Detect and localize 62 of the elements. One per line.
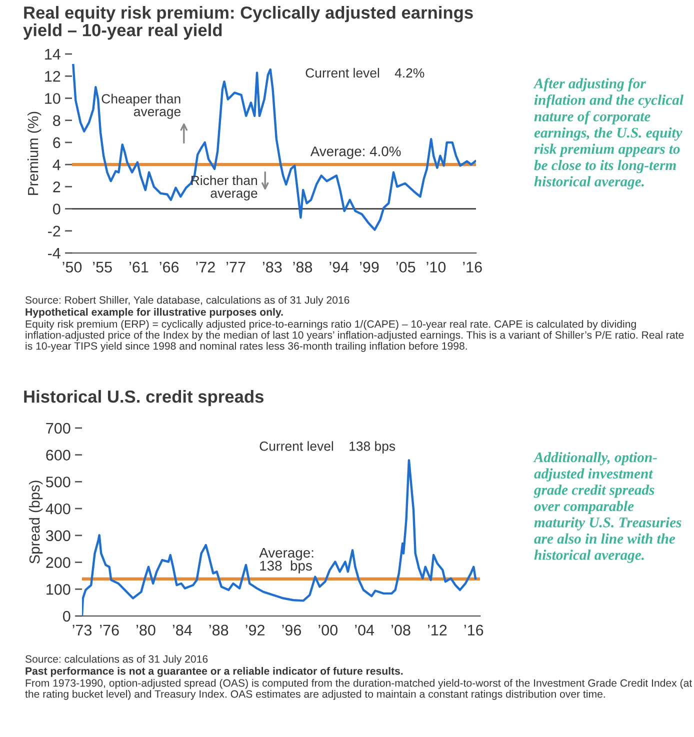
x-tick-label: ’50 <box>62 262 82 273</box>
y-tick-label: 4 <box>52 160 60 170</box>
x-tick-label: ’92 <box>246 624 264 636</box>
y-tick-label: 14 <box>45 49 60 60</box>
x-tick-label: ’12 <box>428 624 447 636</box>
y-tick-label: 0 <box>62 610 70 622</box>
source-note: Source: calculations as of 31 July 2016 <box>25 655 208 665</box>
x-tick-label: ’77 <box>226 262 246 272</box>
source-note: Source: Robert Shiller, Yale database, calculations as of 31 July 2016 <box>25 296 350 306</box>
x-tick-label: ’61 <box>129 262 148 273</box>
x-tick-label: ’08 <box>392 624 410 636</box>
text: Past performance is not a guarantee or a reliable indicator of future results. <box>26 667 403 677</box>
x-tick-label: ’05 <box>396 262 416 273</box>
x-tick-label: ’72 <box>196 262 215 272</box>
y-tick-label: 200 <box>46 557 70 568</box>
x-tick-label: ’73 <box>72 624 92 636</box>
y-tick-label: 2 <box>53 182 60 192</box>
y-tick-label: -4 <box>48 248 60 259</box>
y-tick-label: 12 <box>45 70 60 82</box>
y-tick-label: 10 <box>45 93 60 104</box>
x-tick-label: ’83 <box>262 262 282 273</box>
x-tick-label: ’88 <box>293 262 312 273</box>
x-tick-label: ’04 <box>355 624 374 636</box>
y-tick-label: 6 <box>53 137 60 148</box>
annotation: Current level 4.2% <box>306 68 424 78</box>
annotation: Cheaper than average <box>102 94 180 119</box>
x-tick-label: ’55 <box>93 262 112 273</box>
x-tick-label: ’96 <box>282 624 301 636</box>
x-tick-label: ’16 <box>464 624 484 636</box>
chart-title: Historical U.S. credit spreads <box>24 390 264 406</box>
text: Hypothetical example for illustrative purposes only. <box>26 308 283 318</box>
y-tick-label: 0 <box>52 204 60 214</box>
x-tick-label: ’84 <box>172 624 192 636</box>
x-tick-label: ’10 <box>426 262 446 273</box>
y-tick-label: -2 <box>48 226 60 236</box>
y-tick-label: 500 <box>46 476 70 488</box>
text: After adjusting for inflation and the cyclical nature of corporate earnings, the U.S. equity risk premium appears to be close to its long-term historical average. <box>533 78 684 190</box>
y-axis-title: Premium (%) <box>28 112 42 195</box>
x-tick-label: ’76 <box>100 624 119 636</box>
line-series <box>82 459 477 616</box>
y-tick-label: 700 <box>46 422 70 434</box>
y-tick-label: 400 <box>46 503 70 514</box>
line-series <box>72 64 476 231</box>
annotation: Current level 138 bps <box>260 441 396 454</box>
text: From 1973-1990, option-adjusted spread (OAS) is computed from the duration-matched yield-to-worst of the Investment Grade Credit Index (at the rating bucket level) and Treasury Index. OAS estimates are adjusted to maintain a constant ratings distribution over time. <box>25 679 692 700</box>
y-tick-label: 8 <box>53 115 60 126</box>
y-tick-label: 600 <box>46 450 70 461</box>
x-tick-label: ’99 <box>360 262 379 273</box>
y-axis-title: Spread (bps) <box>29 480 43 564</box>
text: Equity risk premium (ERP) = cyclically adjusted price-to-earnings ratio 1/(CAPE) – 10-year real rate. CAPE is calculated by dividing inflation-adjusted price of the Index by the median of last 10 years’ inflation-adjusted earnings. This is a variant of Shiller’s P/E ratio. Real rate is 10-year TIPS yield since 1998 and nominal rates less 36-month trailing inflation before 1998. <box>26 320 684 352</box>
y-tick-label: 100 <box>46 584 70 595</box>
ref-line-label: Average: 4.0% <box>310 146 401 159</box>
x-tick-label: ’16 <box>463 262 482 273</box>
y-tick-label: 300 <box>46 530 70 542</box>
x-tick-label: ’88 <box>209 624 228 636</box>
x-tick-label: ’00 <box>318 624 338 636</box>
x-tick-label: ’94 <box>330 262 349 273</box>
ref-line-label: Average: 138 bps <box>259 548 314 574</box>
text: Additionally, option- adjusted investment grade credit spreads over comparable maturity U.S. Treasuries are also in line with the historical average. <box>533 452 682 563</box>
x-tick-label: ’66 <box>160 262 179 273</box>
chart-title: Real equity risk premium: Cyclically adjusted earnings yield – 10-year real yield <box>23 6 473 40</box>
x-tick-label: ’80 <box>136 624 156 636</box>
